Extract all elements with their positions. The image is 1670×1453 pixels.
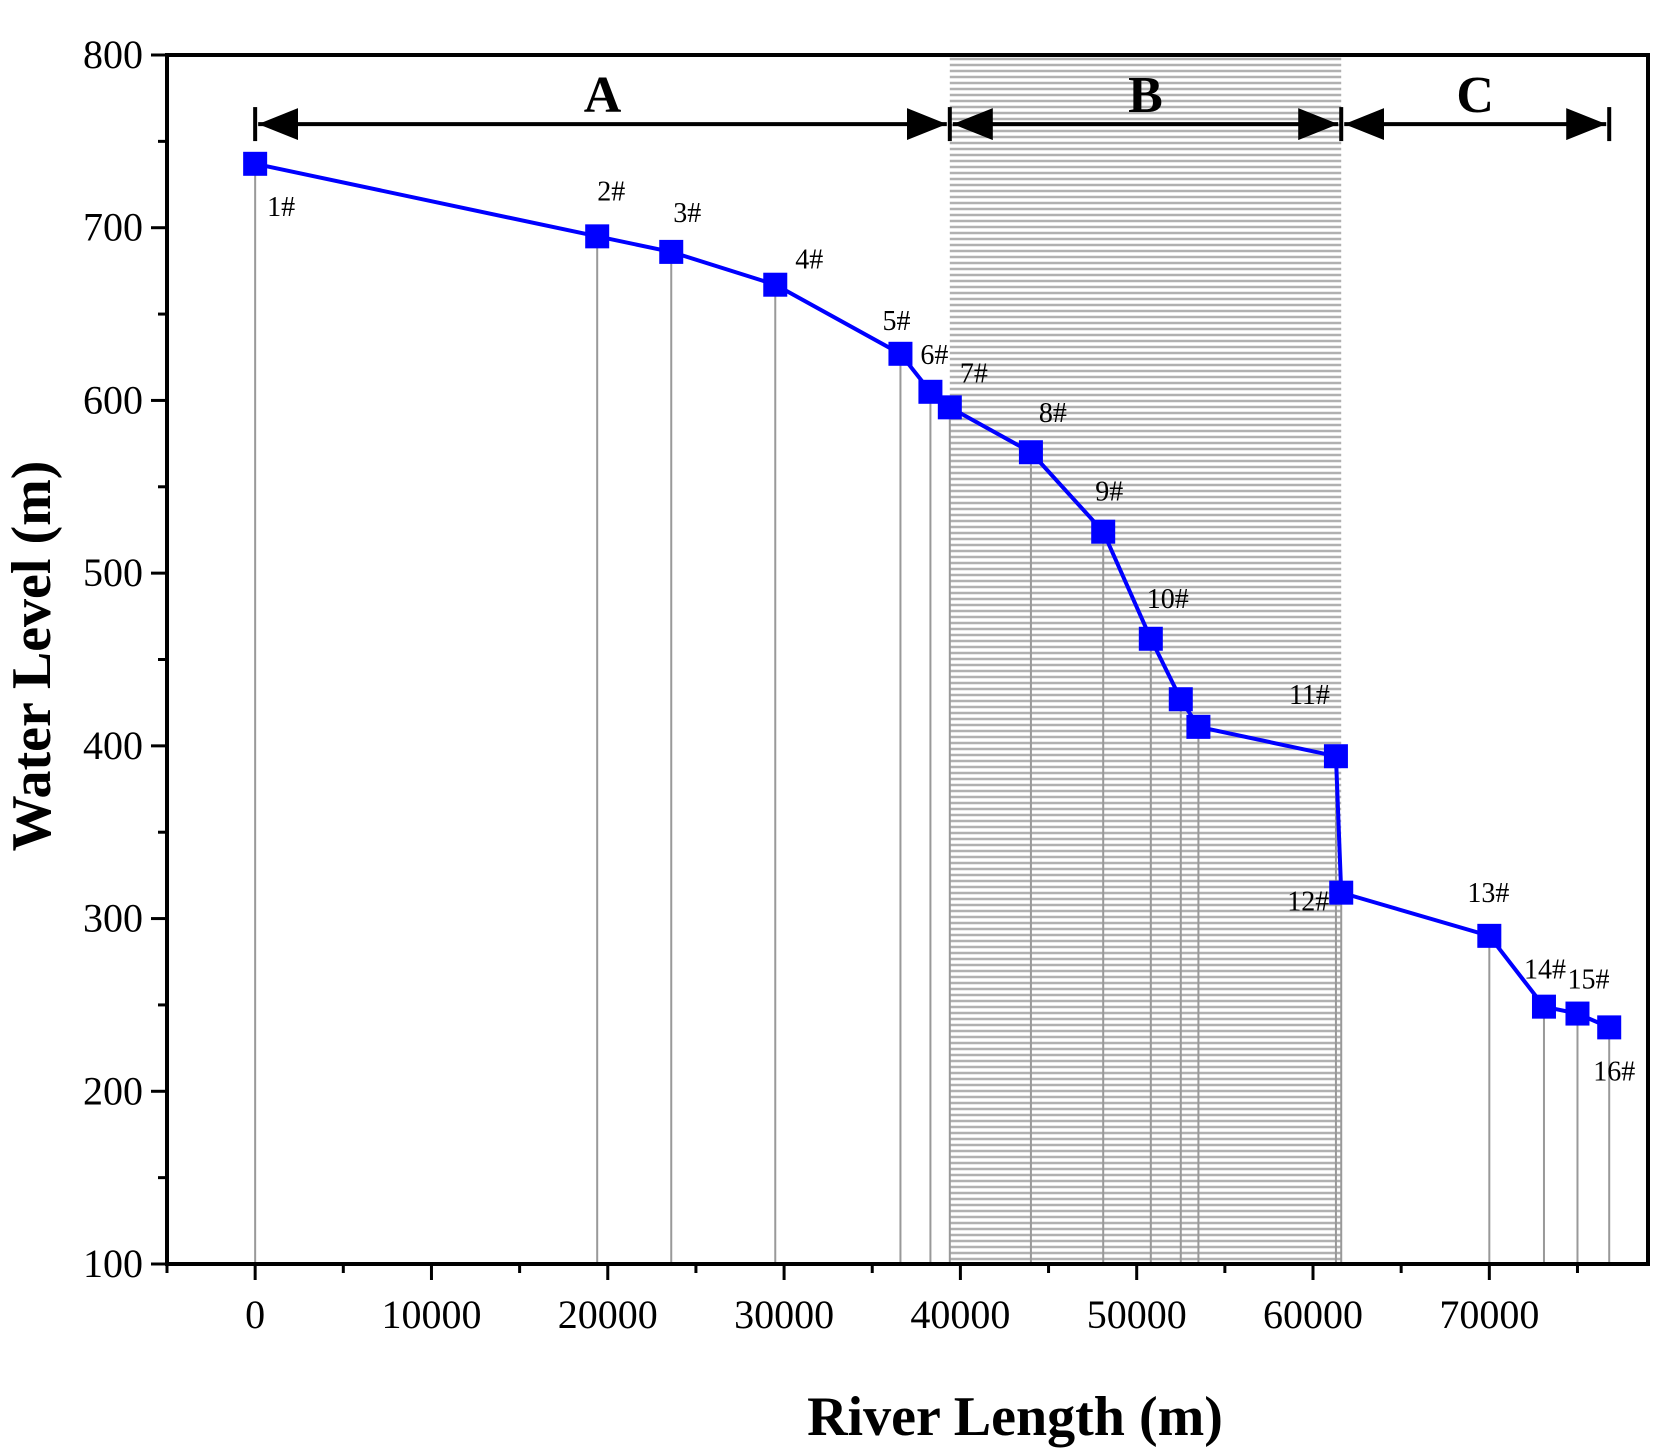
station-label: 15# — [1567, 965, 1609, 996]
station-label: 13# — [1467, 878, 1509, 909]
station-label: 3# — [673, 198, 701, 229]
data-point — [1186, 714, 1211, 739]
series-layer — [243, 151, 1622, 1040]
data-point — [659, 239, 684, 264]
station-label: 2# — [597, 176, 625, 207]
station-label: 8# — [1039, 398, 1067, 429]
data-point — [937, 395, 962, 420]
station-label: 11# — [1289, 680, 1330, 711]
station-label: 16# — [1593, 1056, 1635, 1087]
station-label: 9# — [1095, 477, 1123, 508]
data-point — [763, 272, 788, 297]
y-tick-label: 600 — [83, 377, 143, 422]
data-point — [1323, 744, 1348, 769]
x-tick-label: 40000 — [910, 1292, 1010, 1337]
data-point — [888, 341, 913, 366]
data-point — [1597, 1015, 1622, 1040]
y-tick-label: 200 — [83, 1068, 143, 1113]
series-line — [254, 161, 1611, 1030]
region-shading-layer — [949, 57, 1342, 1261]
data-point — [1168, 687, 1193, 712]
station-label: 5# — [882, 306, 910, 337]
x-axis-title: River Length (m) — [807, 1386, 1223, 1448]
region-label: A — [584, 67, 622, 124]
y-tick-label: 500 — [83, 550, 143, 595]
y-tick-label: 300 — [83, 896, 143, 941]
data-point — [1091, 519, 1116, 544]
region-label: B — [1128, 67, 1163, 124]
x-tick-label: 30000 — [734, 1292, 834, 1337]
x-tick-label: 0 — [245, 1292, 265, 1337]
y-tick-label: 100 — [83, 1241, 143, 1286]
station-label: 1# — [267, 192, 295, 223]
station-label: 10# — [1147, 584, 1189, 615]
region-arrows-layer: A B C — [253, 67, 1612, 142]
x-tick-label: 20000 — [558, 1292, 658, 1337]
plot-frame — [165, 53, 1650, 1266]
y-tick-label: 400 — [83, 723, 143, 768]
y-axis-title: Water Level (m) — [1, 461, 63, 852]
data-point — [1329, 880, 1354, 905]
axes-layer: 0 10000 20000 30000 40000 50000 60000 70000 100 2… — [83, 32, 1650, 1337]
y-tick-label: 700 — [83, 205, 143, 250]
data-point — [1477, 923, 1502, 948]
point-labels-layer: 1# 2# 3# 4# 5# 6# 7# 8# 9# 10# 11# 12# 13# 14# 15# 16# — [267, 176, 1635, 1087]
x-tick-label: 70000 — [1439, 1292, 1539, 1337]
data-point — [585, 224, 610, 249]
drop-lines-layer — [254, 163, 1611, 1264]
station-label: 14# — [1524, 955, 1566, 986]
x-tick-label: 10000 — [381, 1292, 481, 1337]
y-tick-label: 800 — [83, 32, 143, 77]
station-label: 6# — [920, 340, 948, 371]
station-label: 4# — [795, 245, 823, 276]
region-label: C — [1456, 67, 1494, 124]
x-tick-label: 60000 — [1263, 1292, 1363, 1337]
data-point — [243, 151, 268, 176]
data-point — [1018, 440, 1043, 465]
station-label: 12# — [1287, 887, 1329, 918]
data-point — [1138, 626, 1163, 651]
x-tick-label: 50000 — [1087, 1292, 1187, 1337]
data-point — [1565, 1001, 1590, 1026]
data-point — [1531, 994, 1556, 1019]
station-label: 7# — [960, 358, 988, 389]
